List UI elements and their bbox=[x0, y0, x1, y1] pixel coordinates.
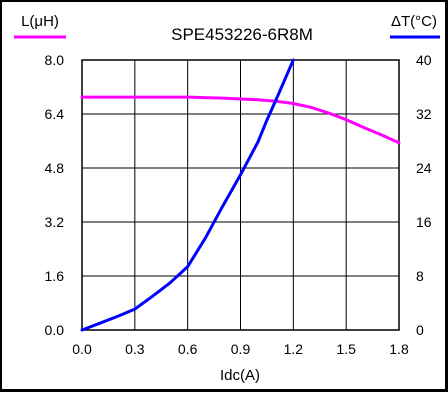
plot-area-border bbox=[81, 59, 400, 331]
y-left-axis-label: L(μH) bbox=[21, 13, 59, 30]
y-left-tick-label: 4.8 bbox=[45, 160, 65, 176]
y-right-tick-label: 8 bbox=[416, 268, 424, 284]
series-temperature-rise-line bbox=[80, 58, 295, 332]
y-left-tick-label: 8.0 bbox=[45, 52, 65, 68]
y-right-tick-label: 0 bbox=[416, 322, 424, 338]
tick-labels: 0.0 0.3 0.6 0.9 1.2 1.5 1.8 0.0 1.6 3.2 4.8 6.4 8.0 0… bbox=[45, 52, 432, 357]
y-left-tick-label: 0.0 bbox=[45, 322, 65, 338]
series-lines bbox=[80, 58, 401, 332]
y-right-tick-label: 32 bbox=[416, 106, 432, 122]
grid bbox=[81, 59, 400, 331]
x-tick-label: 1.8 bbox=[389, 341, 409, 357]
x-tick-label: 0.3 bbox=[125, 341, 145, 357]
x-tick-label: 0.9 bbox=[231, 341, 251, 357]
x-axis-label: Idc(A) bbox=[220, 367, 260, 384]
x-tick-label: 0.0 bbox=[72, 341, 92, 357]
x-tick-label: 1.2 bbox=[284, 341, 304, 357]
chart-title: SPE453226-6R8M bbox=[171, 25, 313, 44]
x-tick-label: 1.5 bbox=[336, 341, 356, 357]
x-tick-label: 0.6 bbox=[178, 341, 198, 357]
y-left-tick-label: 3.2 bbox=[45, 214, 65, 230]
y-left-tick-label: 6.4 bbox=[45, 106, 65, 122]
y-right-tick-label: 24 bbox=[416, 160, 432, 176]
y-right-tick-label: 40 bbox=[416, 52, 432, 68]
y-right-tick-label: 16 bbox=[416, 214, 432, 230]
y-left-tick-label: 1.6 bbox=[45, 268, 65, 284]
series-inductance-line bbox=[80, 95, 401, 145]
y-right-axis-label: ΔT(°C) bbox=[391, 13, 437, 30]
